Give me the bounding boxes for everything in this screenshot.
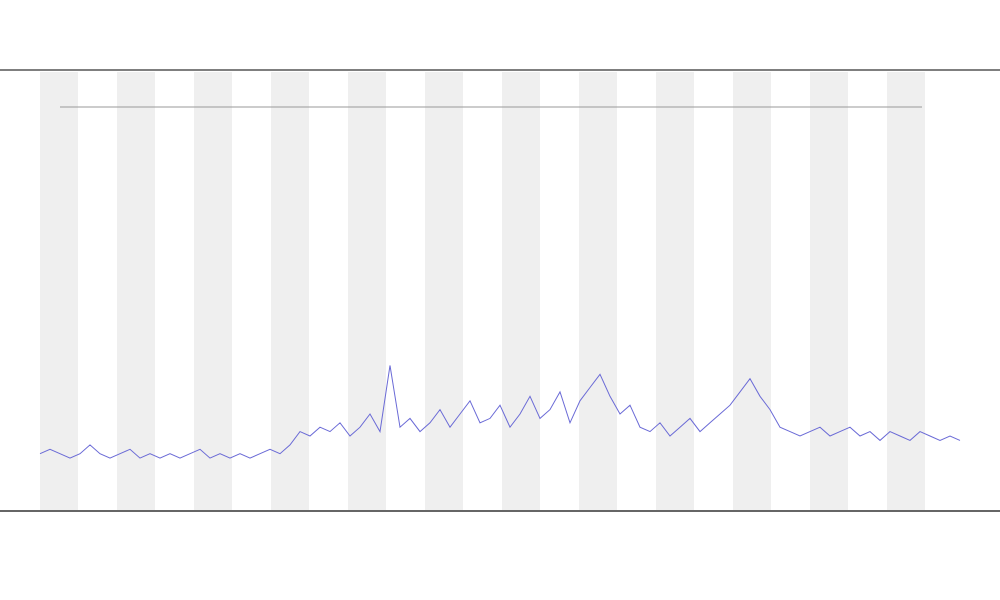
band: [733, 72, 771, 510]
series-line: [39, 365, 961, 459]
band: [271, 72, 309, 510]
band: [194, 72, 232, 510]
band: [117, 72, 155, 510]
band: [579, 72, 617, 510]
band: [810, 72, 848, 510]
band: [425, 72, 463, 510]
band: [348, 72, 386, 510]
band: [887, 72, 925, 510]
band: [502, 72, 540, 510]
band: [656, 72, 694, 510]
band: [40, 72, 78, 510]
background-bands: [40, 72, 925, 510]
